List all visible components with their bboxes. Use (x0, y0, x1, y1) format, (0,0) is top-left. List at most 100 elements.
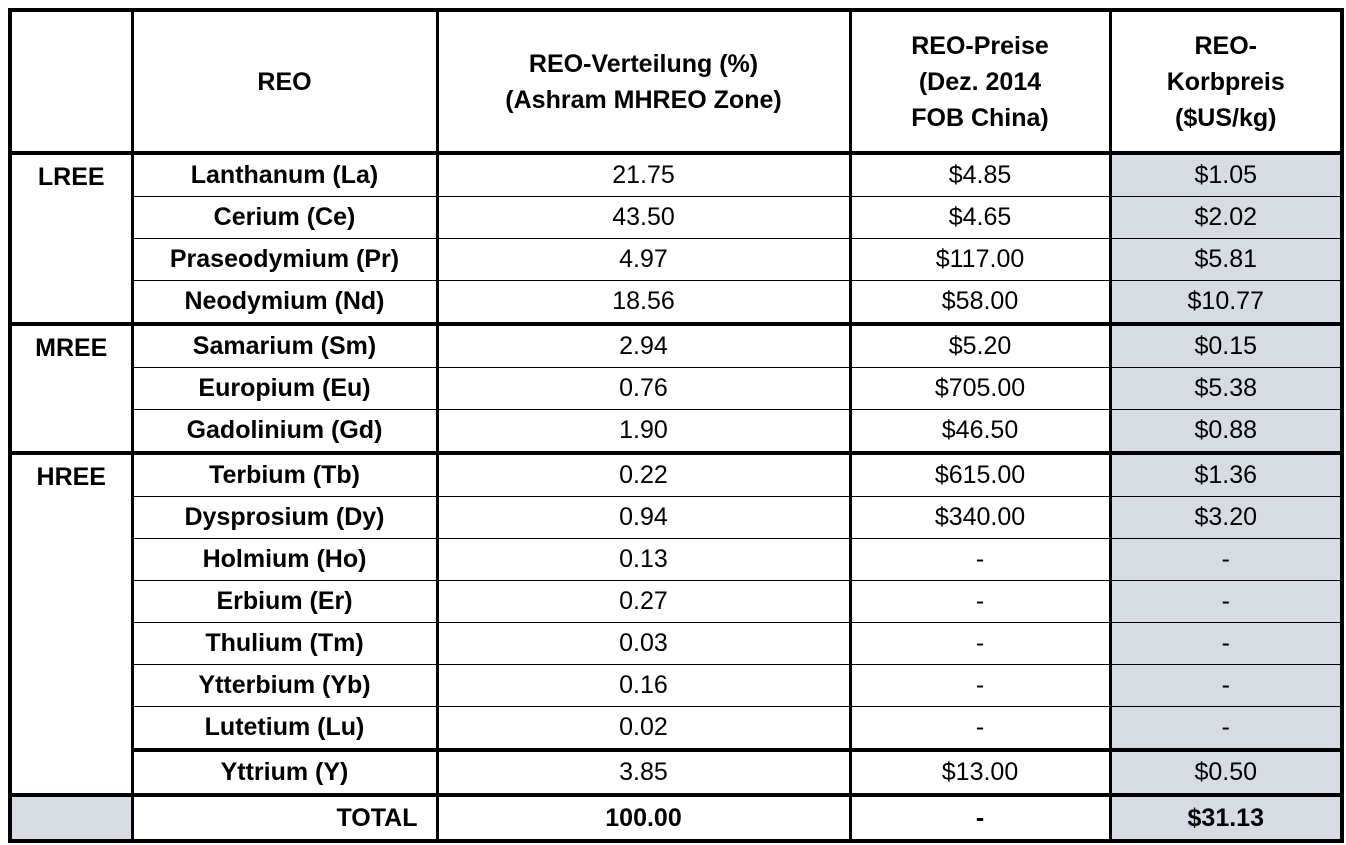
table-row: Cerium (Ce) 43.50 $4.65 $2.02 (10, 196, 1344, 239)
element-name: Terbium (Tb) (130, 451, 439, 497)
cell: 2.94 (435, 322, 852, 368)
cell: 0.76 (435, 367, 852, 410)
cell: $3.20 (1108, 496, 1344, 539)
element-name: Cerium (Ce) (130, 196, 439, 239)
cell: $340.00 (848, 496, 1112, 539)
cell: 0.27 (435, 580, 852, 623)
header-cell: REO-Preise (Dez. 2014 FOB China) (848, 9, 1112, 155)
element-name: Europium (Eu) (130, 367, 439, 410)
table-row: HREE Terbium (Tb) 0.22 $615.00 $1.36 (8, 451, 1344, 797)
element-name: Ytterbium (Yb) (130, 664, 439, 707)
table-row: Neodymium (Nd) 18.56 $58.00 $10.77 (10, 280, 1344, 325)
cell: - (1108, 706, 1344, 751)
element-name: Praseodymium (Pr) (130, 238, 439, 281)
cell: - (848, 622, 1112, 665)
total-cell: - (848, 793, 1112, 842)
element-name: Dysprosium (Dy) (130, 496, 439, 539)
cell: $705.00 (848, 367, 1112, 410)
header-line: Korbpreis (1166, 67, 1285, 96)
cell: - (848, 580, 1112, 623)
element-name: Holmium (Ho) (130, 538, 439, 581)
total-cell: $31.13 (1108, 793, 1344, 842)
cell: 0.03 (435, 622, 852, 665)
cell: $58.00 (848, 280, 1112, 325)
cell: $1.05 (1108, 152, 1344, 197)
total-cell: 100.00 (435, 793, 852, 842)
table-row: LREE Lanthanum (La) 21.75 $4.85 $1.05 (8, 151, 1344, 326)
table-row: MREE Samarium (Sm) 2.94 $5.20 $0.15 (8, 322, 1344, 455)
cell: 0.22 (435, 451, 852, 497)
cell: - (848, 706, 1112, 751)
cell: 43.50 (435, 196, 852, 239)
header-row: REO REO-Verteilung (%) (Ashram MHREO Zone)… (8, 9, 1344, 155)
table-row: Yttrium (Y) 3.85 $13.00 $0.50 (10, 748, 1344, 796)
group-label: HREE (8, 451, 134, 797)
header-line: FOB China) (911, 103, 1049, 132)
cell: 21.75 (435, 152, 852, 197)
header-cell: REO- Korbpreis ($US/kg) (1108, 9, 1344, 155)
element-name: Lutetium (Lu) (130, 706, 439, 751)
element-name: Erbium (Er) (130, 580, 439, 623)
cell: $4.85 (848, 152, 1112, 197)
cell: $4.65 (848, 196, 1112, 239)
group-label: MREE (8, 322, 134, 455)
cell: 0.13 (435, 538, 852, 581)
cell: 0.02 (435, 706, 852, 751)
header-cell: REO-Verteilung (%) (Ashram MHREO Zone) (435, 9, 852, 155)
cell: - (848, 664, 1112, 707)
cell: - (1108, 538, 1344, 581)
cell: $5.81 (1108, 238, 1344, 281)
cell: $117.00 (848, 238, 1112, 281)
cell: - (848, 538, 1112, 581)
table-row: Dysprosium (Dy) 0.94 $340.00 $3.20 (10, 496, 1344, 539)
group-label: LREE (8, 151, 134, 326)
cell: - (1108, 622, 1344, 665)
cell: 1.90 (435, 409, 852, 454)
table-row: Praseodymium (Pr) 4.97 $117.00 $5.81 (10, 238, 1344, 281)
table-row: Lutetium (Lu) 0.02- - (10, 706, 1344, 751)
cell: $5.20 (848, 322, 1112, 368)
cell: $0.88 (1108, 409, 1344, 454)
element-name: Yttrium (Y) (130, 748, 439, 796)
cell: $46.50 (848, 409, 1112, 454)
table-row: Thulium (Tm) 0.03- - (10, 622, 1344, 665)
header-line: REO- (1194, 31, 1258, 60)
cell: $13.00 (848, 748, 1112, 796)
element-name: Lanthanum (La) (130, 152, 439, 197)
cell: 3.85 (435, 748, 852, 796)
total-label: TOTAL (130, 793, 439, 842)
reo-table: REO REO-Verteilung (%) (Ashram MHREO Zone)… (8, 8, 1344, 843)
cell: $10.77 (1108, 280, 1344, 325)
header-line: REO-Preise (911, 31, 1049, 60)
header-line: REO-Verteilung (%) (528, 49, 759, 78)
cell: $0.15 (1108, 322, 1344, 368)
cell: - (1108, 664, 1344, 707)
element-name: Neodymium (Nd) (130, 280, 439, 325)
cell: 0.16 (435, 664, 852, 707)
element-name: Samarium (Sm) (130, 322, 439, 368)
table-body: LREE Lanthanum (La) 21.75 $4.85 $1.05 Cerium … (8, 151, 1344, 842)
header-cell: REO (130, 9, 439, 155)
element-name: Gadolinium (Gd) (130, 409, 439, 454)
cell: 18.56 (435, 280, 852, 325)
table-row: Holmium (Ho) 0.13- - (10, 538, 1344, 581)
empty-cell (8, 793, 134, 842)
cell: $0.50 (1108, 748, 1344, 796)
cell: $5.38 (1108, 367, 1344, 410)
cell: - (1108, 580, 1344, 623)
header-line: (Ashram MHREO Zone) (505, 85, 782, 114)
cell: $2.02 (1108, 196, 1344, 239)
table-row: Ytterbium (Yb) 0.16- - (10, 664, 1344, 707)
cell: $1.36 (1108, 451, 1344, 497)
header-line: REO (257, 67, 312, 96)
cell: $615.00 (848, 451, 1112, 497)
table-row: Erbium (Er) 0.27- - (10, 580, 1344, 623)
table-row: Europium (Eu) 0.76 $705.00 $5.38 (10, 367, 1344, 410)
header-cell (8, 9, 134, 155)
total-row: TOTAL 100.00- $31.13 (8, 793, 1344, 842)
cell: 0.94 (435, 496, 852, 539)
element-name: Thulium (Tm) (130, 622, 439, 665)
cell: 4.97 (435, 238, 852, 281)
table-row: Gadolinium (Gd) 1.90 $46.50 $0.88 (10, 409, 1344, 454)
